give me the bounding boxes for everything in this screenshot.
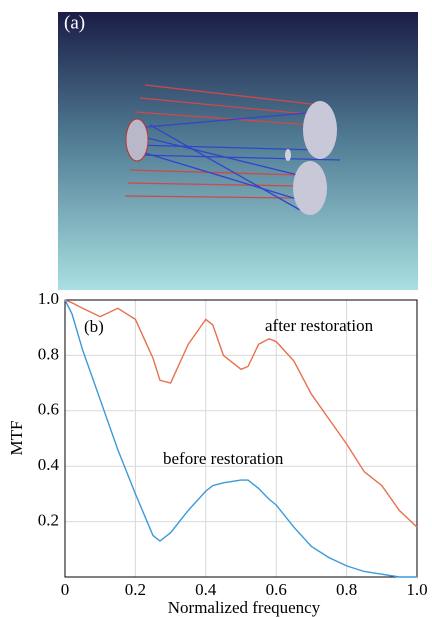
series-line [65, 300, 417, 577]
panel-label: (a) [64, 12, 85, 33]
x-tick-label: 0.8 [336, 580, 357, 599]
y-tick-label: 0.6 [38, 400, 59, 419]
y-axis-label: MTF [7, 421, 26, 456]
y-tick-label: 0.2 [38, 511, 59, 530]
x-tick-label: 0.2 [125, 580, 146, 599]
panel-a-image: (a) [58, 12, 418, 290]
series-label: before restoration [163, 449, 284, 468]
annotation: (b) [84, 317, 104, 336]
x-tick-label: 0.6 [266, 580, 287, 599]
x-tick-label: 0.4 [195, 580, 217, 599]
plot-frame [65, 300, 417, 577]
y-tick-label: 1.0 [38, 289, 59, 308]
series-label: after restoration [265, 316, 374, 335]
x-axis-label: Normalized frequency [168, 598, 321, 617]
x-tick-label: 0 [61, 580, 70, 599]
y-tick-label: 0.8 [38, 344, 59, 363]
figure: (a) Normalized frequency MTF (b) 0 0.2 0.4… [0, 0, 432, 617]
x-tick-label: 1.0 [406, 580, 427, 599]
y-tick-label: 0.4 [38, 455, 60, 474]
